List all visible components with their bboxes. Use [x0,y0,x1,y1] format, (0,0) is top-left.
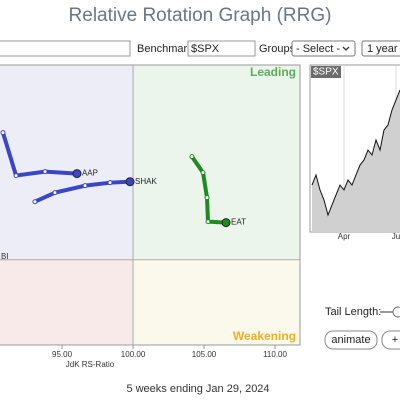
tail-length-label: Tail Length: [325,306,381,318]
animate-button[interactable] [324,330,378,350]
groups-select[interactable] [291,40,356,57]
x-tick-label: 110.00 [263,350,287,359]
tail-head [125,177,135,187]
symbol-label: SHAK [135,177,157,186]
groups-label: Groups: [259,43,298,55]
x-axis-label: JdK RS-Ratio [66,360,115,369]
x-tick-label: 105.00 [192,350,217,359]
benchmark-label: Benchmark: [137,43,196,55]
price-line [311,89,400,217]
price-x-label: Apr [338,232,351,241]
slider-handle[interactable] [392,306,400,318]
price-area [312,89,400,232]
quadrant-leading [133,65,300,260]
period-value: 1 year [367,43,398,55]
price-symbol: $SPX [313,67,339,78]
tail-point [52,190,58,196]
tail-point [205,219,211,225]
symbol-input[interactable] [0,40,131,57]
tail-point [32,199,38,205]
quadrant-lagging [0,259,134,345]
tail-point [13,173,19,179]
x-tick-label: 100.00 [121,350,146,359]
tail-head [72,169,82,179]
symbol-label: AAP [82,169,98,178]
groups-value: - Select - [296,43,340,55]
rrg-plot: Leading Weakening BI 95.00 100.00 105.00 110.0… [0,64,301,369]
footer-caption: 5 weeks ending Jan 29, 2024 [126,383,269,395]
quadrant-improving [0,65,134,260]
plus-label: + [392,334,398,346]
leading-label: Leading [250,65,296,79]
x-tick-label: 95.00 [52,350,73,359]
tail-line [0,130,79,178]
partial-symbol-label: BI [1,252,9,261]
price-x-label: Ju [392,232,400,241]
animate-label: animate [331,334,370,346]
symbol-tag-bg [311,66,341,78]
page-title: Relative Rotation Graph (RRG) [69,5,332,26]
symbol-label: EAT [231,218,246,227]
select-arrow [342,46,350,51]
plot-border [0,64,301,346]
quadrant-weakening [133,259,300,345]
tail-point [204,195,210,201]
tail-point [107,180,113,186]
tail-head [221,218,231,228]
benchmark-value: $SPX [191,43,220,55]
tail-point [42,169,48,175]
plus-button[interactable] [381,330,400,350]
weakening-label: Weakening [233,329,296,343]
tail-point [189,154,195,160]
tail-point [82,183,88,189]
price-panel: Apr Ju $SPX [309,64,400,241]
tail-point [200,170,206,176]
period-select[interactable] [361,40,400,57]
tail-point [0,130,6,136]
benchmark-input[interactable] [187,40,256,57]
